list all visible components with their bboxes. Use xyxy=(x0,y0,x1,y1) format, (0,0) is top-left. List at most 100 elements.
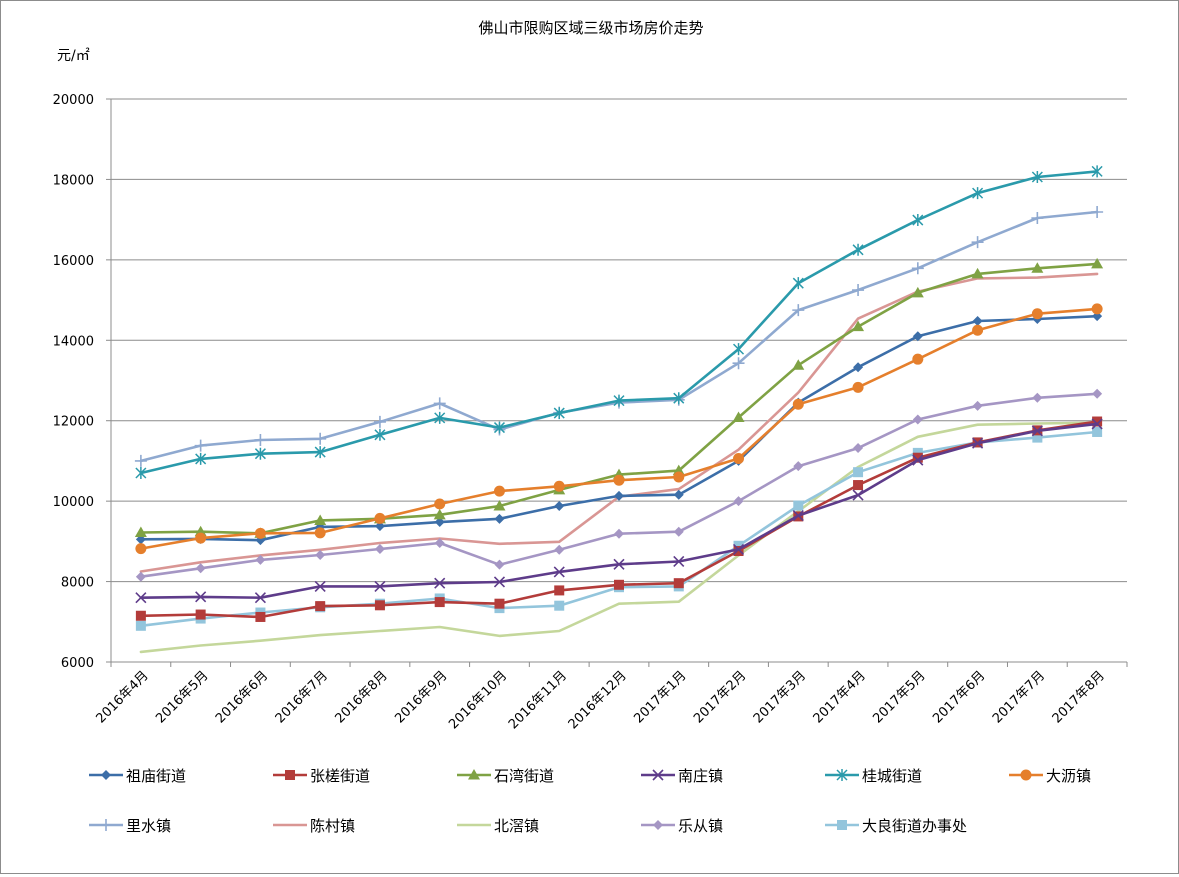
data-point xyxy=(732,357,745,370)
data-point xyxy=(652,769,664,781)
y-tick-label: 16000 xyxy=(53,254,94,269)
data-point xyxy=(134,526,147,538)
data-point xyxy=(852,243,864,256)
data-point xyxy=(494,513,505,524)
data-point xyxy=(1031,425,1043,437)
data-point xyxy=(554,500,565,511)
legend-label: 石湾街道 xyxy=(494,767,554,785)
x-tick-label: 2017年7月 xyxy=(990,668,1048,726)
data-point xyxy=(434,411,446,424)
series-10 xyxy=(135,388,1103,582)
data-point xyxy=(1091,303,1103,315)
data-point xyxy=(613,474,625,486)
data-point xyxy=(254,434,267,447)
data-point xyxy=(135,620,146,631)
legend-item: 里水镇 xyxy=(89,817,171,835)
legend-label: 陈村镇 xyxy=(310,817,355,835)
series-line xyxy=(139,422,1099,600)
data-point xyxy=(1032,392,1043,403)
data-point xyxy=(733,546,744,557)
data-point xyxy=(852,489,864,501)
data-point xyxy=(493,421,506,434)
data-point xyxy=(912,414,923,425)
data-point xyxy=(493,499,506,511)
data-point xyxy=(614,579,624,590)
data-point xyxy=(912,454,924,466)
data-point xyxy=(255,611,266,622)
x-tick-label: 2016年10月 xyxy=(446,668,510,732)
data-point xyxy=(1032,432,1043,443)
data-point xyxy=(434,577,446,589)
data-point xyxy=(836,769,848,781)
x-tick-label: 2016年11月 xyxy=(506,668,570,732)
data-point xyxy=(853,362,864,373)
legend-item: 张槎街道 xyxy=(273,767,370,785)
data-point xyxy=(1020,769,1032,781)
data-point xyxy=(972,437,984,449)
chart-title: 佛山市限购区域三级市场房价走势 xyxy=(478,19,703,37)
gridlines xyxy=(111,98,1127,583)
data-point xyxy=(1091,165,1103,178)
data-point xyxy=(837,820,847,830)
data-point xyxy=(912,214,924,227)
data-point xyxy=(374,512,386,524)
legend-label: 南庄镇 xyxy=(678,767,723,785)
data-point xyxy=(254,447,266,460)
data-point xyxy=(554,544,565,555)
data-point xyxy=(434,498,446,510)
data-point xyxy=(972,187,984,200)
data-point xyxy=(853,467,864,478)
data-point xyxy=(852,284,865,297)
data-point xyxy=(314,580,326,592)
data-point xyxy=(314,432,327,445)
data-point xyxy=(972,324,984,336)
data-point xyxy=(673,489,684,500)
data-point xyxy=(853,443,864,454)
x-tick-label: 2017年4月 xyxy=(811,668,869,726)
legend-label: 大良街道办事处 xyxy=(862,817,967,835)
legend-label: 乐从镇 xyxy=(678,817,723,835)
axes xyxy=(110,99,1127,663)
legend-item: 大沥镇 xyxy=(1009,767,1091,785)
data-point xyxy=(433,397,446,410)
series-line xyxy=(139,421,1099,654)
data-point xyxy=(1031,171,1043,184)
series-4 xyxy=(135,418,1103,604)
x-tick-label: 2017年1月 xyxy=(631,668,689,726)
data-point xyxy=(195,563,206,574)
data-point xyxy=(1092,426,1103,437)
x-tick-label: 2016年5月 xyxy=(153,668,211,726)
x-tick-label: 2017年8月 xyxy=(1050,668,1108,726)
legend-label: 桂城街道 xyxy=(862,767,922,785)
series-line xyxy=(139,170,1099,475)
data-point xyxy=(254,592,266,604)
data-point xyxy=(614,528,624,539)
y-tick-label: 8000 xyxy=(61,576,94,591)
data-point xyxy=(135,466,147,479)
data-point xyxy=(972,400,983,411)
x-tick-label: 2016年9月 xyxy=(392,668,450,726)
series-9 xyxy=(139,421,1099,654)
legend-label: 北滘镇 xyxy=(494,817,539,835)
data-point xyxy=(553,407,565,420)
data-point xyxy=(554,600,565,611)
legend-item: 南庄镇 xyxy=(641,767,723,785)
data-point xyxy=(732,411,745,422)
x-tick-label: 2016年12月 xyxy=(566,668,630,732)
data-point xyxy=(374,600,385,611)
data-point xyxy=(285,770,295,780)
legend-label: 张槎街道 xyxy=(310,767,370,785)
legend-item: 桂城街道 xyxy=(825,767,922,785)
data-point xyxy=(554,585,565,596)
data-point xyxy=(971,236,984,249)
data-point xyxy=(733,496,744,507)
data-point xyxy=(434,537,445,548)
legend-item: 祖庙街道 xyxy=(89,767,186,785)
data-point xyxy=(493,485,505,497)
data-point xyxy=(1091,257,1104,269)
data-point xyxy=(673,471,685,483)
series-line xyxy=(139,210,1099,463)
data-point xyxy=(101,770,111,780)
